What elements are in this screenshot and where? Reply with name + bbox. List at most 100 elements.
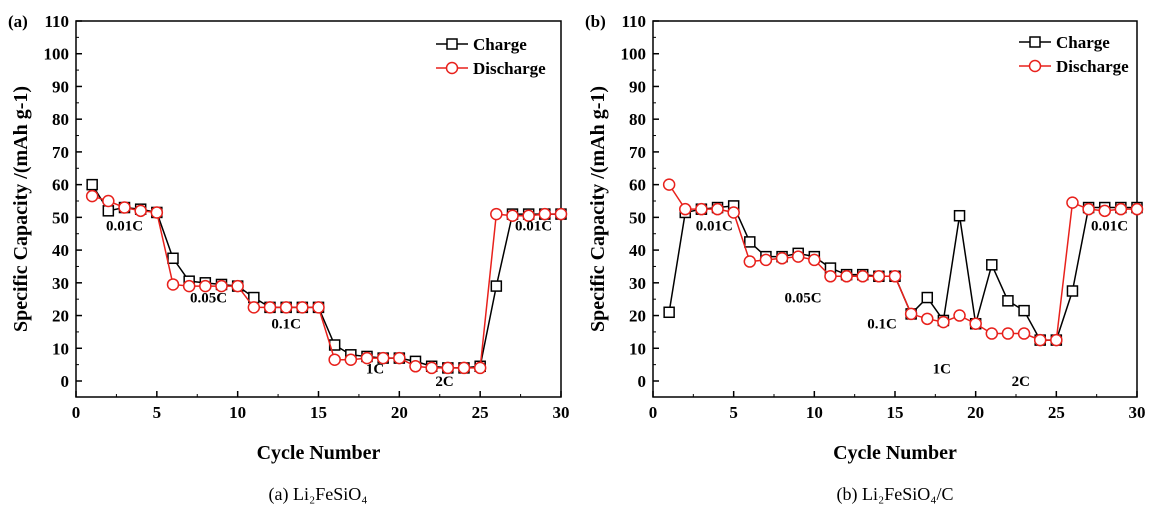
y-tick-label: 90: [52, 77, 69, 96]
data-point-charge: [248, 291, 260, 304]
panel-label: (b): [585, 12, 606, 31]
data-point-charge: [1066, 285, 1079, 297]
data-point-discharge: [824, 270, 837, 283]
rate-annotation: 0.05C: [190, 290, 227, 306]
data-point-discharge: [808, 253, 821, 267]
data-point-discharge: [791, 250, 805, 263]
legend-marker-discharge: [445, 61, 459, 75]
data-point-discharge: [1050, 333, 1063, 347]
data-point-discharge: [85, 189, 99, 203]
y-tick-label: 100: [44, 45, 70, 64]
data-point-discharge: [376, 351, 390, 365]
data-point-discharge: [247, 301, 261, 314]
y-tick-label: 30: [52, 274, 69, 293]
y-tick-label: 40: [52, 241, 69, 260]
data-point-discharge: [1066, 196, 1079, 209]
data-point-discharge: [425, 361, 438, 375]
y-tick-label: 80: [52, 110, 69, 129]
data-point-charge: [86, 178, 98, 191]
y-tick-label: 20: [52, 307, 69, 326]
data-point-discharge: [360, 351, 374, 365]
data-point-discharge: [199, 279, 212, 293]
data-point-discharge: [490, 207, 503, 221]
x-axis-label: Cycle Number: [833, 442, 957, 464]
legend-marker-charge: [1029, 36, 1041, 48]
y-tick-label: 100: [621, 45, 647, 64]
data-point-discharge: [215, 279, 228, 293]
data-point-discharge: [441, 361, 455, 375]
y-tick-label: 40: [629, 241, 646, 260]
y-tick-label: 110: [621, 12, 646, 31]
data-point-discharge: [182, 279, 196, 293]
data-point-charge: [953, 209, 966, 222]
data-point-discharge: [328, 353, 341, 366]
rate-annotation: 0.1C: [271, 317, 301, 333]
x-tick-label: 25: [472, 403, 489, 422]
data-point-discharge: [937, 315, 950, 329]
data-point-charge: [490, 280, 503, 292]
data-point-discharge: [727, 206, 740, 219]
figure-caption: (b) Li₂FeSiO₄/C: [836, 484, 953, 505]
data-point-discharge: [985, 327, 999, 340]
x-tick-label: 15: [887, 403, 904, 422]
x-tick-label: 20: [967, 403, 984, 422]
data-point-discharge: [538, 207, 552, 221]
data-point-discharge: [775, 252, 789, 265]
data-point-discharge: [904, 307, 918, 321]
y-tick-label: 70: [52, 143, 69, 162]
x-tick-label: 15: [310, 403, 327, 422]
data-point-charge: [1018, 304, 1030, 317]
data-point-charge: [1002, 295, 1014, 307]
series-line-discharge: [91, 195, 561, 369]
y-tick-label: 70: [629, 143, 646, 162]
y-tick-label: 50: [629, 208, 646, 227]
data-point-discharge: [522, 209, 535, 222]
rate-annotation: 0.1C: [867, 317, 897, 333]
y-tick-label: 0: [61, 372, 70, 391]
data-point-discharge: [102, 194, 115, 208]
data-point-discharge: [679, 202, 692, 216]
data-point-discharge: [134, 204, 147, 218]
data-point-discharge: [1114, 202, 1128, 216]
legend-label-discharge: Discharge: [1056, 57, 1129, 76]
data-point-discharge: [759, 253, 773, 267]
rate-annotation: 0.01C: [696, 218, 733, 234]
data-point-discharge: [1033, 333, 1047, 347]
legend-marker-charge: [446, 38, 458, 50]
chart-panel-b: 0 10 20 30 40 50 60 70 80 90 100 110 0 5 10 15 20 25 30 Cyc…: [585, 12, 1146, 505]
data-point-discharge: [393, 351, 406, 365]
legend-label-charge: Charge: [1056, 33, 1110, 52]
data-point-charge: [167, 252, 179, 265]
data-point-discharge: [1098, 204, 1111, 218]
rate-annotation: 2C: [435, 374, 453, 390]
rate-annotation: 1C: [366, 361, 384, 377]
y-tick-label: 60: [629, 176, 646, 195]
y-tick-label: 30: [629, 274, 646, 293]
legend-marker-discharge: [1028, 59, 1042, 73]
rate-annotation: 0.01C: [106, 218, 143, 234]
data-point-discharge: [856, 270, 869, 283]
y-tick-label: 0: [638, 372, 647, 391]
data-point-discharge: [921, 312, 934, 326]
y-tick-label: 110: [44, 12, 69, 31]
y-tick-label: 10: [629, 339, 646, 358]
x-tick-label: 5: [729, 403, 738, 422]
panel-label: (a): [8, 12, 28, 31]
y-tick-label: 20: [629, 307, 646, 326]
x-tick-label: 10: [229, 403, 246, 422]
chart-panel-a: 0 10 20 30 40 50 60 70 80 90 100 110 0 5 10 15 20 25 30 Cyc…: [8, 12, 570, 505]
data-point-discharge: [457, 361, 471, 375]
y-tick-label: 90: [629, 77, 646, 96]
x-tick-label: 25: [1048, 403, 1065, 422]
legend-label-charge: Charge: [473, 35, 527, 54]
y-tick-label: 60: [52, 176, 69, 195]
rate-annotation: 0.01C: [1091, 218, 1128, 234]
data-point-discharge: [150, 206, 164, 219]
data-point-discharge: [231, 279, 244, 293]
x-tick-label: 5: [153, 403, 162, 422]
y-axis-label: Specific Capacity /(mAh g-1): [587, 86, 609, 332]
rate-annotation: 1C: [933, 361, 951, 377]
data-point-discharge: [118, 201, 131, 214]
data-point-discharge: [1130, 202, 1144, 216]
